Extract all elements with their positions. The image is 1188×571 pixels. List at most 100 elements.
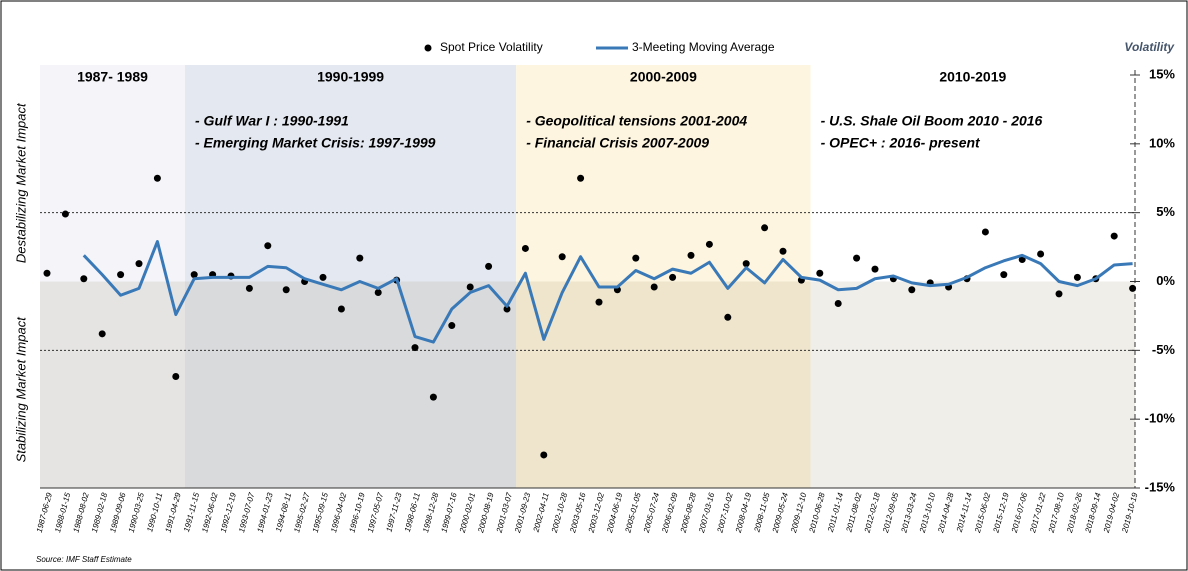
volatility-point [190, 271, 198, 279]
x-tick-label: 2017-08-10 [1046, 491, 1066, 534]
x-tick-label: 1992-12-19 [219, 491, 238, 533]
x-tick-label: 2006-02-09 [660, 491, 680, 534]
annotation: - Geopolitical tensions 2001-2004 [526, 113, 747, 129]
x-tick-label: 2011-01-14 [826, 491, 846, 534]
volatility-point [981, 228, 989, 236]
legend-swatch [424, 44, 432, 52]
x-tick-label: 2001-09-23 [513, 491, 533, 534]
volatility-point [429, 393, 437, 401]
x-tick-label: 2011-08-02 [844, 491, 864, 534]
volatility-point [356, 254, 364, 262]
x-tick-label: 2002-04-11 [531, 492, 550, 534]
volatility-point [264, 242, 272, 250]
volatility-point [577, 174, 585, 182]
x-tick-label: 2010-06-28 [807, 491, 827, 534]
x-tick-label: 1992-06-02 [200, 491, 219, 533]
legend-label: 3-Meeting Moving Average [632, 40, 775, 54]
volatility-point [669, 273, 677, 281]
volatility-point [448, 322, 456, 330]
volatility-point [485, 262, 493, 270]
x-tick-label: 1994-01-23 [255, 491, 274, 533]
volatility-point [632, 254, 640, 262]
volatility-point [1073, 273, 1081, 281]
x-tick-label: 2018-02-26 [1065, 491, 1085, 534]
x-tick-label: 1996-04-02 [329, 491, 348, 533]
x-tick-label: 1990-10-11 [145, 492, 164, 533]
volatility-point [61, 210, 69, 218]
x-tick-label: 2018-09-14 [1083, 491, 1103, 534]
y-tick-label: 10% [1149, 135, 1175, 150]
y-tick-label: -15% [1145, 479, 1176, 494]
volatility-point [1110, 232, 1118, 240]
legend-label: Spot Price Volatility [440, 40, 543, 54]
era-label: 2010-2019 [939, 69, 1006, 85]
volatility-point [466, 283, 474, 291]
x-tick-label: 2019-10-19 [1120, 491, 1140, 534]
x-tick-label: 1997-05-07 [366, 491, 385, 533]
volatility-point [172, 372, 180, 380]
volatility-point [282, 286, 290, 294]
x-tick-label: 1998-12-28 [421, 491, 440, 533]
volatility-point [650, 283, 658, 291]
x-tick-label: 2017-01-22 [1028, 491, 1048, 534]
x-tick-label: 2014-11-14 [955, 491, 975, 534]
x-tick-label: 2004-06-19 [605, 491, 625, 534]
volatility-point [558, 253, 566, 261]
era-label: 2000-2009 [630, 69, 697, 85]
x-tick-label: 2005-07-24 [642, 491, 662, 534]
x-tick-label: 2013-03-24 [899, 491, 919, 534]
volatility-point [337, 305, 345, 313]
annotation: - Emerging Market Crisis: 1997-1999 [195, 135, 436, 151]
x-tick-label: 1989-09-06 [108, 491, 127, 533]
x-tick-label: 2003-12-02 [586, 491, 606, 534]
volatility-point [834, 300, 842, 308]
volatility-point [319, 273, 327, 281]
era-band [516, 65, 811, 488]
x-tick-label: 2015-06-02 [973, 491, 993, 534]
x-tick-label: 1997-11-23 [384, 491, 403, 533]
source-label: Source: [36, 555, 64, 564]
volatility-point [1055, 290, 1063, 298]
volatility-point [503, 305, 511, 313]
x-tick-label: 2007-03-16 [697, 491, 717, 534]
x-tick-label: 2009-12-10 [789, 491, 809, 534]
volatility-point [908, 286, 916, 294]
x-tick-label: 2016-07-06 [1010, 491, 1030, 534]
volatility-point [540, 451, 548, 459]
side-label: Stabilizing Market Impact [13, 316, 28, 463]
volatility-point [117, 271, 125, 279]
volatility-point [853, 254, 861, 262]
volatility-point [595, 298, 603, 306]
x-tick-label: 2007-10-02 [715, 491, 735, 534]
volatility-point [742, 260, 750, 268]
x-tick-label: 2013-10-10 [918, 491, 938, 534]
x-tick-label: 1994-08-11 [274, 492, 293, 533]
x-tick-label: 2005-01-05 [623, 491, 643, 534]
volatility-point [1037, 250, 1045, 258]
moving-average-line [82, 240, 1133, 344]
x-tick-label: 2015-12-19 [991, 491, 1011, 534]
era-band [40, 65, 185, 488]
side-label: Destabilizing Market Impact [13, 102, 28, 263]
x-tick-label: 2003-05-16 [568, 491, 588, 534]
annotation: - OPEC+ : 2016- present [821, 135, 981, 151]
volatility-point [153, 174, 161, 182]
volatility-point [245, 284, 253, 292]
x-tick-label: 1998-06-11 [403, 492, 422, 533]
x-tick-label: 1988-08-02 [71, 491, 90, 533]
x-tick-label: 2014-04-28 [936, 491, 956, 534]
x-tick-label: 2008-04-19 [734, 491, 754, 534]
era-label: 1987- 1989 [77, 69, 148, 85]
y-tick-label: 15% [1149, 66, 1175, 81]
era-label: 1990-1999 [317, 69, 384, 85]
source: IMF Staff Estimate [66, 555, 132, 564]
volatility-point [816, 269, 824, 277]
volatility-point [411, 344, 419, 352]
volatility-point [1129, 284, 1137, 292]
x-tick-label: 1987-06-29 [35, 491, 54, 533]
x-tick-label: 2008-11-05 [752, 491, 772, 534]
x-tick-label: 2012-02-18 [862, 491, 882, 534]
volatility-point [135, 260, 143, 268]
